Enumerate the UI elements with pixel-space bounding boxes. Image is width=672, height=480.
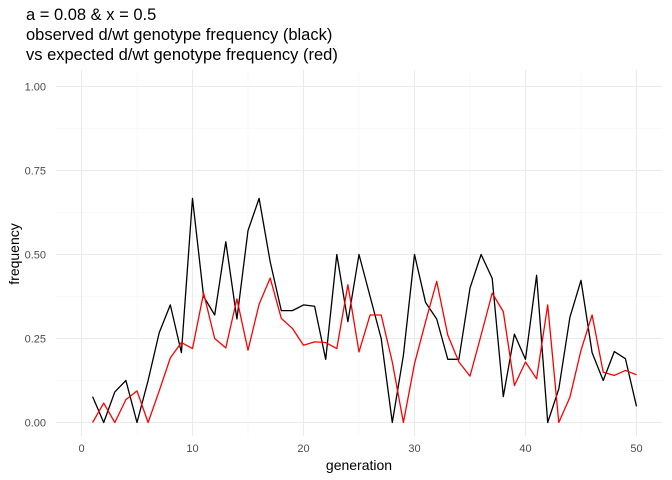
y-axis-label: frequency	[6, 223, 22, 284]
series-layer	[92, 197, 638, 424]
y-tick-label: 0.75	[25, 166, 46, 178]
x-tick-label: 30	[408, 443, 420, 455]
title-line-2: observed d/wt genotype frequency (black)	[26, 26, 332, 44]
y-tick-label: 0.00	[25, 418, 46, 430]
x-tick-label: 50	[630, 443, 642, 455]
y-axis-ticks: 0.00 0.25 0.50 0.75 1.00	[25, 82, 46, 430]
x-tick-label: 40	[519, 443, 531, 455]
y-tick-label: 1.00	[25, 82, 46, 94]
x-tick-label: 20	[297, 443, 309, 455]
chart-title: a = 0.08 & x = 0.5 observed d/wt genotyp…	[26, 6, 338, 64]
observed-frequency-line	[92, 197, 638, 424]
expected-frequency-line	[92, 277, 637, 424]
y-tick-label: 0.25	[25, 334, 46, 346]
title-line-1: a = 0.08 & x = 0.5	[26, 6, 156, 24]
x-axis-ticks: 0 10 20 30 40 50	[78, 443, 642, 455]
y-tick-label: 0.50	[25, 250, 46, 262]
grid	[56, 70, 662, 436]
x-tick-label: 0	[78, 443, 84, 455]
x-tick-label: 10	[186, 443, 198, 455]
x-axis-label: generation	[326, 457, 392, 473]
title-line-3: vs expected d/wt genotype frequency (red…	[26, 46, 338, 64]
